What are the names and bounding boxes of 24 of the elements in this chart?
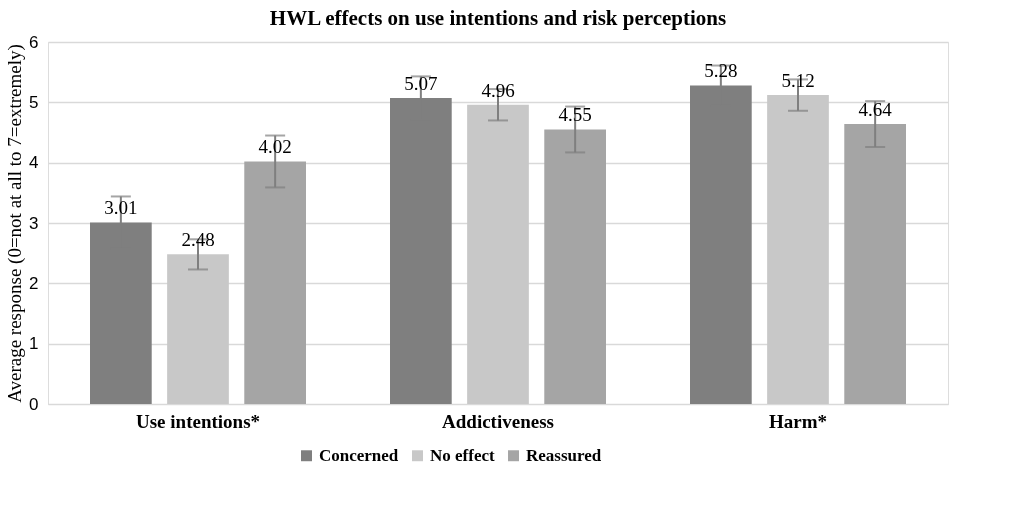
legend-label: Concerned bbox=[319, 445, 399, 465]
data-label: 5.28 bbox=[704, 60, 738, 82]
legend-label: Reassured bbox=[526, 445, 602, 465]
y-tick-label: 5 bbox=[29, 92, 39, 112]
data-label: 4.96 bbox=[481, 79, 515, 101]
y-tick-label: 2 bbox=[29, 273, 39, 293]
chart-title: HWL effects on use intentions and risk perceptions bbox=[269, 6, 727, 30]
data-label: 5.12 bbox=[781, 70, 815, 92]
y-axis-title: Average response (0=not at all to 7=extremely) bbox=[4, 44, 27, 403]
data-label: 3.01 bbox=[104, 197, 138, 219]
y-tick-label: 1 bbox=[29, 334, 39, 354]
data-label: 4.64 bbox=[858, 99, 893, 121]
y-tick-label: 4 bbox=[29, 153, 39, 173]
y-tick-label: 0 bbox=[29, 394, 39, 414]
legend-label: No effect bbox=[430, 445, 495, 465]
x-tick-label: Use intentions* bbox=[135, 410, 261, 432]
data-label: 4.02 bbox=[258, 136, 292, 158]
x-tick-label: Addictiveness bbox=[442, 410, 554, 432]
data-label: 4.55 bbox=[558, 104, 592, 126]
data-label: 5.07 bbox=[404, 73, 438, 95]
y-tick-label: 3 bbox=[29, 213, 39, 233]
y-tick-label: 6 bbox=[29, 32, 39, 52]
data-label: 2.48 bbox=[181, 229, 215, 251]
x-tick-label: Harm* bbox=[768, 410, 828, 432]
